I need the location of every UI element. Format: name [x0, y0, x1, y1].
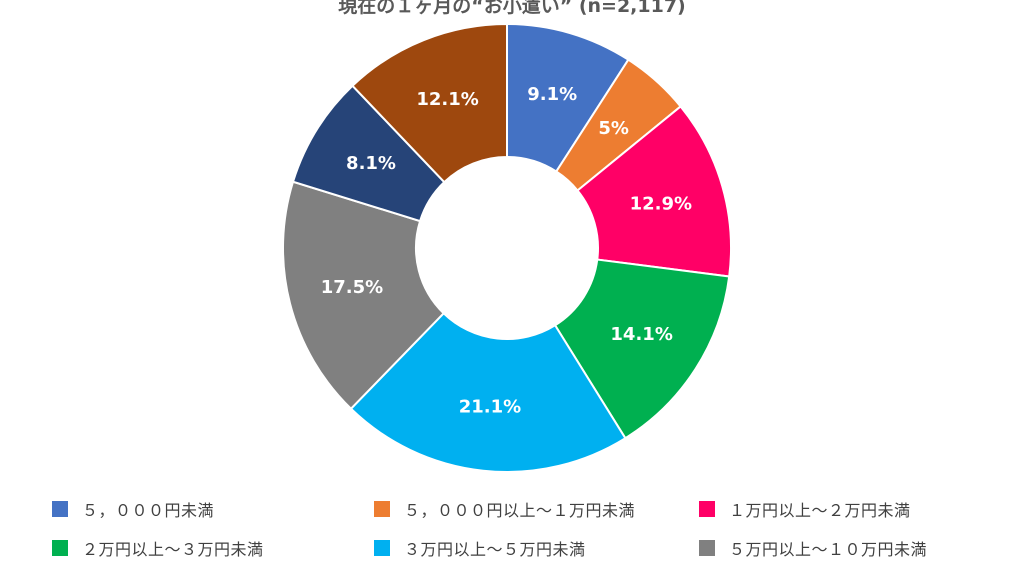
- chart-title: 現在の１ヶ月の“お小遣い” (n=2,117): [338, 0, 686, 17]
- slice-label: 12.1%: [416, 89, 478, 110]
- legend-label: ５万円以上～１０万円未満: [729, 540, 928, 559]
- legend-swatch: [52, 501, 68, 517]
- donut-slice: [349, 311, 627, 473]
- legend-item: ２万円以上～３万円未満: [52, 536, 264, 560]
- legend-swatch: [699, 540, 715, 556]
- legend-label: １万円以上～２万円未満: [729, 501, 911, 520]
- legend-item: １万円以上～２万円未満: [699, 497, 911, 521]
- slice-label: 8.1%: [346, 153, 396, 174]
- slice-label: 9.1%: [527, 84, 577, 105]
- legend-item: ５万円以上～１０万円未満: [699, 536, 927, 560]
- legend-swatch: [374, 540, 390, 556]
- legend-label: ２万円以上～３万円未満: [82, 540, 264, 559]
- slice-label: 14.1%: [610, 324, 672, 345]
- slice-label: 17.5%: [321, 277, 383, 298]
- slice-label: 12.9%: [630, 194, 692, 215]
- legend-item: ５，０００円未満: [52, 497, 214, 521]
- donut-slice: [282, 180, 446, 411]
- legend-label: ５，０００円以上～１万円未満: [404, 501, 636, 520]
- donut-slice: [576, 105, 732, 278]
- slice-label: 21.1%: [459, 397, 521, 418]
- donut-slice: [351, 22, 508, 184]
- legend-label: ５，０００円未満: [82, 501, 215, 520]
- legend-swatch: [699, 501, 715, 517]
- legend-swatch: [52, 540, 68, 556]
- legend-label: ３万円以上～５万円未満: [404, 540, 586, 559]
- legend-swatch: [374, 501, 390, 517]
- legend-item: ３万円以上～５万円未満: [374, 536, 586, 560]
- legend-item: ５，０００円以上～１万円未満: [374, 497, 635, 521]
- slice-label: 5%: [598, 118, 629, 139]
